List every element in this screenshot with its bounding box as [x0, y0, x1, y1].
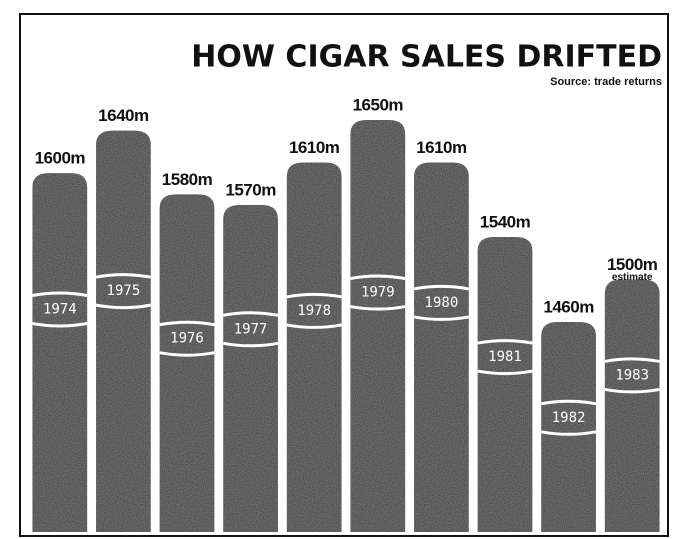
bar [287, 163, 342, 532]
bar [350, 120, 405, 532]
x-tick-label: 1976 [170, 331, 204, 347]
chart-subtitle: Source: trade returns [550, 76, 662, 88]
bar [478, 237, 533, 532]
value-label: 1610m [416, 138, 467, 157]
bar [414, 163, 469, 532]
value-label: 1460m [543, 297, 594, 316]
x-tick-label: 1974 [43, 302, 77, 318]
value-label: 1500m [607, 255, 658, 274]
x-tick-label: 1979 [361, 285, 395, 301]
bar [223, 205, 278, 532]
value-label: 1580m [162, 170, 213, 189]
value-label: 1650m [353, 95, 404, 114]
annotation: estimate [612, 272, 653, 283]
value-label: 1540m [480, 212, 531, 231]
x-tick-label: 1975 [107, 283, 141, 299]
value-label: 1570m [225, 181, 276, 200]
value-label: 1610m [289, 138, 340, 157]
chart: HOW CIGAR SALES DRIFTED Source: trade re… [0, 0, 675, 539]
bar [96, 131, 151, 532]
x-tick-label: 1981 [488, 349, 522, 365]
x-tick-label: 1980 [425, 295, 459, 311]
bar [160, 194, 215, 532]
chart-title: HOW CIGAR SALES DRIFTED [191, 40, 662, 75]
value-label: 1600m [35, 149, 86, 168]
bar [541, 322, 596, 532]
x-tick-label: 1977 [234, 321, 268, 337]
x-tick-label: 1983 [615, 367, 649, 383]
x-tick-label: 1982 [552, 410, 586, 426]
bar [32, 173, 87, 532]
value-label: 1640m [98, 106, 149, 125]
bar [605, 279, 660, 532]
x-tick-label: 1978 [297, 303, 331, 319]
